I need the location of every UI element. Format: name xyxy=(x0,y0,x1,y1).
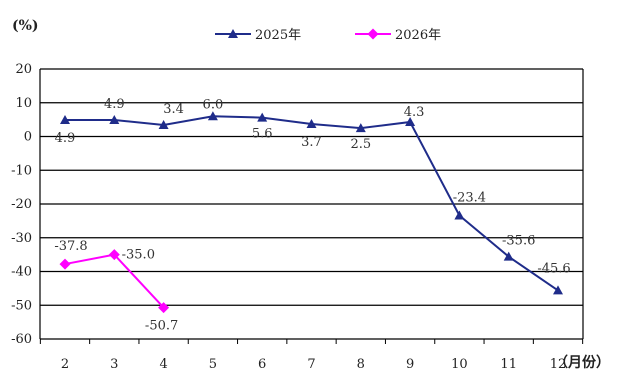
x-tick-label: 7 xyxy=(307,357,315,372)
x-tick-label: 12 xyxy=(550,357,567,372)
y-tick-label: -60 xyxy=(11,332,32,347)
data-point-triangle xyxy=(355,123,366,133)
y-tick-label: 0 xyxy=(24,130,32,145)
data-point-triangle xyxy=(553,285,563,295)
data-label: 4.9 xyxy=(104,97,125,112)
data-label: -23.4 xyxy=(453,190,486,205)
data-label: 5.6 xyxy=(252,127,273,142)
axes xyxy=(39,69,584,339)
y-tick-label: 20 xyxy=(15,62,32,77)
x-tick-label: 6 xyxy=(258,357,266,372)
data-label: -45.6 xyxy=(537,261,570,276)
y-axis-unit-label: (%) xyxy=(12,18,39,34)
data-point-diamond xyxy=(108,249,120,261)
y-tick-label: -50 xyxy=(11,298,32,313)
x-tick-label: 11 xyxy=(500,357,517,372)
data-label: -35.6 xyxy=(502,234,535,249)
y-tick-label: -20 xyxy=(11,197,32,212)
x-tick-label: 5 xyxy=(209,357,217,372)
y-tick-label: -10 xyxy=(11,163,32,178)
x-axis-ticks: 2 3 4 5 6 7 8 9 10 11 12 xyxy=(39,339,584,372)
data-label: 4.9 xyxy=(55,131,76,146)
data-point-triangle xyxy=(228,29,238,38)
data-point-triangle xyxy=(207,111,218,121)
data-point-diamond xyxy=(59,258,71,270)
data-label: -35.0 xyxy=(122,248,155,263)
data-label: -50.7 xyxy=(145,319,178,334)
data-point-triangle xyxy=(405,116,416,126)
data-point-triangle xyxy=(454,210,465,220)
legend-label-1: 2025年 xyxy=(255,28,301,43)
series-layer xyxy=(59,111,563,314)
data-label: -37.8 xyxy=(54,239,87,254)
data-point-triangle xyxy=(158,120,169,130)
y-tick-label: -30 xyxy=(11,231,32,246)
data-point-diamond xyxy=(158,302,170,314)
x-tick-label: 2 xyxy=(61,357,69,372)
data-label: 4.3 xyxy=(404,105,425,120)
gridlines xyxy=(40,68,583,340)
data-point-triangle xyxy=(257,112,268,122)
data-point-triangle xyxy=(503,251,514,261)
x-tick-label: 9 xyxy=(406,357,414,372)
data-label: 3.4 xyxy=(163,102,184,117)
data-label: 3.7 xyxy=(301,135,322,150)
data-labels: 4.9 4.9 3.4 6.0 5.6 3.7 2.5 4.3 -23.4 -35.6-45.6 -… xyxy=(54,97,570,334)
x-axis-unit-label: （月份） xyxy=(554,354,610,371)
data-point-triangle xyxy=(60,114,70,124)
data-label: 6.0 xyxy=(203,97,224,112)
y-tick-label: 10 xyxy=(15,96,32,111)
data-point-triangle xyxy=(306,119,317,129)
y-tick-label: -40 xyxy=(11,265,32,280)
legend-label-2: 2026年 xyxy=(395,28,441,43)
y-axis-ticks: 20 10 0 -10 -20 -30 -40 -50 -60 xyxy=(11,62,32,347)
x-tick-label: 8 xyxy=(357,357,365,372)
x-tick-label: 4 xyxy=(159,357,167,372)
data-point-triangle xyxy=(109,114,120,124)
x-tick-label: 3 xyxy=(110,357,118,372)
data-point-diamond xyxy=(367,28,379,40)
x-tick-label: 10 xyxy=(451,357,468,372)
legend: 2025年 2026年 xyxy=(215,28,441,43)
data-label: 2.5 xyxy=(350,137,371,152)
